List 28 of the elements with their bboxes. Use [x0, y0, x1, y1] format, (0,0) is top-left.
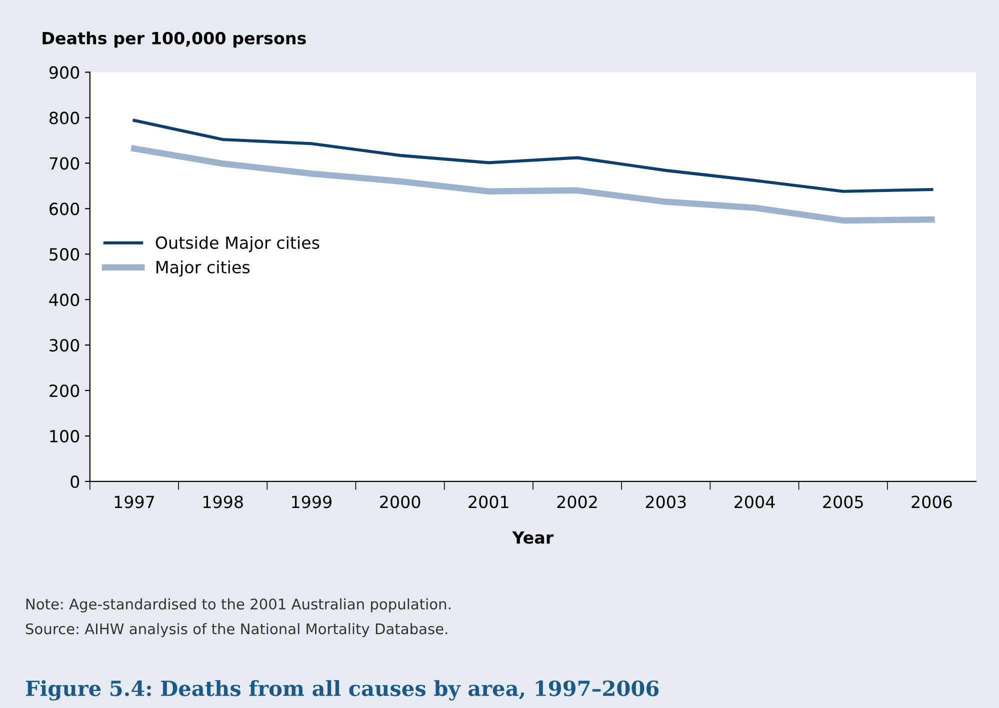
x-tick-label: 2005 — [823, 496, 863, 508]
x-tick-label: 2003 — [646, 496, 686, 508]
x-tick-label: 2004 — [734, 496, 775, 508]
y-tick-label: 900 — [49, 66, 80, 79]
y-tick-label: 300 — [50, 338, 80, 352]
y-tick-label: 100 — [50, 430, 80, 443]
x-tick-label: 1999 — [292, 496, 332, 508]
y-tick-label: 0 — [70, 475, 80, 488]
x-tick-label: 1998 — [203, 496, 243, 508]
legend-label: Outside Major cities — [156, 236, 320, 252]
x-axis-title: Year — [512, 531, 554, 544]
x-tick-label: 2006 — [912, 496, 952, 508]
text: Figure 5.4: Deaths from all causes by area, 1997–2006 — [26, 680, 659, 701]
x-tick-label: 2002 — [557, 496, 597, 508]
x-tick-label: 2000 — [380, 496, 420, 508]
y-tick-label: 800 — [50, 112, 80, 124]
legend-label: Major cities — [156, 260, 250, 277]
x-tick-label: 2001 — [468, 496, 508, 508]
y-tick-label: 700 — [50, 157, 80, 170]
text: Note: Age-standardised to the 2001 Australian population. — [26, 598, 450, 612]
source-note: Source: AIHW analysis of the National Mortality Database. — [26, 623, 448, 638]
y-axis-title: Deaths per 100,000 persons — [42, 32, 306, 48]
y-tick-label: 400 — [49, 294, 80, 306]
line-series — [132, 118, 934, 193]
y-tick-label: 600 — [50, 202, 80, 216]
x-tick-label: 1997 — [114, 496, 154, 508]
y-tick-label: 200 — [50, 384, 80, 398]
y-tick-label: 500 — [50, 248, 80, 261]
